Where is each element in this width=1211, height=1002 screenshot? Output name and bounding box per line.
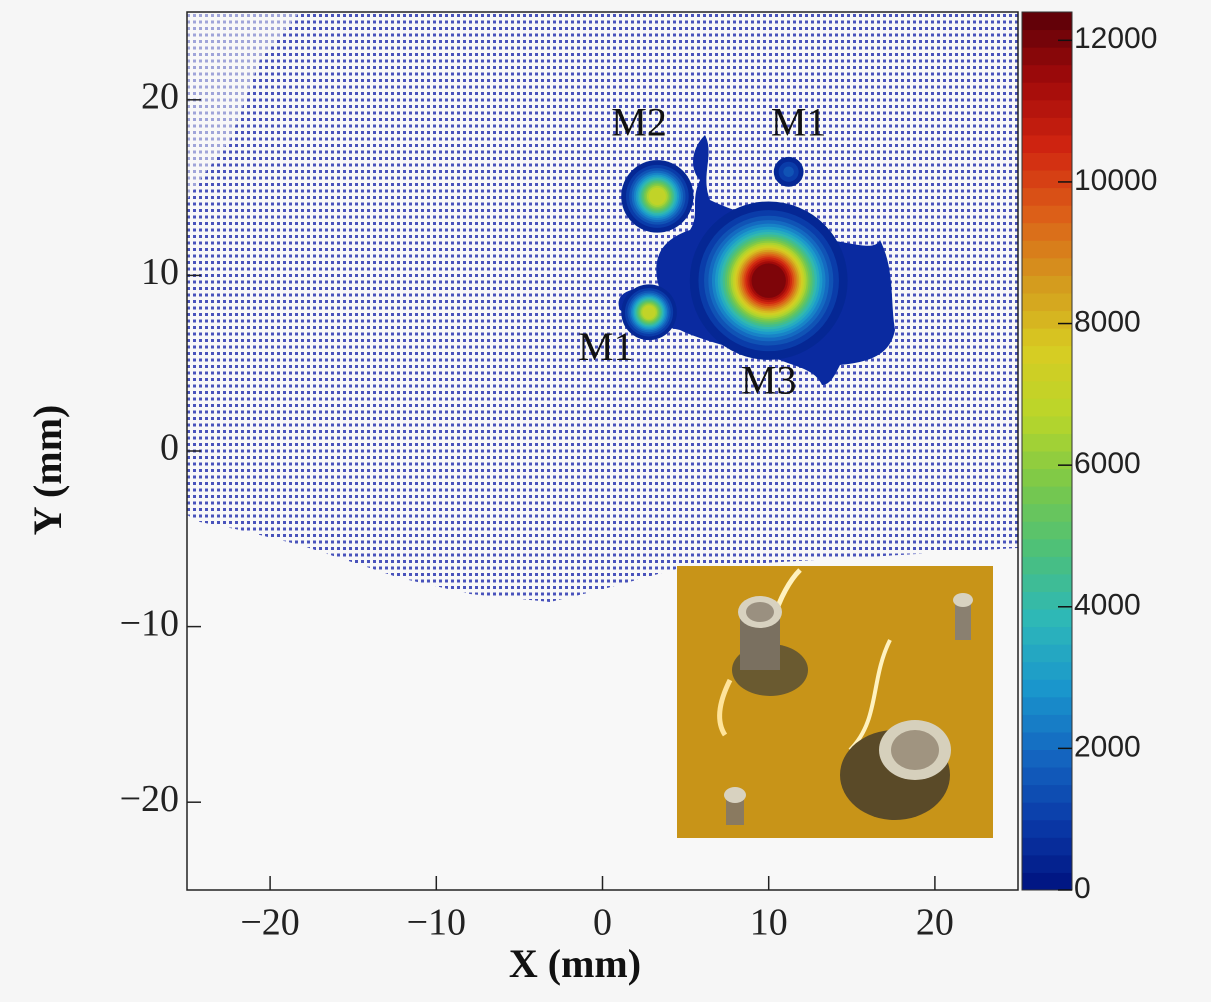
colorbar-band xyxy=(1022,433,1072,452)
colorbar-band xyxy=(1022,538,1072,557)
y-tick-label: 10 xyxy=(141,251,179,293)
colorbar-band xyxy=(1022,240,1072,259)
colorbar: 0 2000 4000 6000 8000 10000 12000 xyxy=(1021,11,1157,905)
colorbar-band xyxy=(1022,731,1072,751)
colorbar-band xyxy=(1022,187,1072,206)
colorbar-band xyxy=(1022,257,1072,276)
colorbar-band xyxy=(1022,556,1072,575)
colorbar-band xyxy=(1022,784,1072,803)
colorbar-tick-label: 4000 xyxy=(1074,589,1141,622)
colorbar-band xyxy=(1022,644,1072,663)
inset-photo-details xyxy=(717,568,973,825)
annotation: M2 xyxy=(611,99,667,144)
annotation: M3 xyxy=(741,357,797,402)
colorbar-tick-label: 2000 xyxy=(1074,730,1141,763)
colorbar-tick-label: 10000 xyxy=(1074,164,1157,197)
colorbar-band xyxy=(1022,802,1072,821)
colorbar-tick-label: 12000 xyxy=(1074,22,1157,55)
colorbar-band xyxy=(1022,714,1072,733)
colorbar-band xyxy=(1022,328,1072,347)
colorbar-band xyxy=(1022,468,1072,487)
colorbar-band xyxy=(1022,345,1072,364)
x-tick-label: 10 xyxy=(750,902,788,944)
colorbar-band xyxy=(1022,503,1072,522)
colorbar-band xyxy=(1022,47,1072,66)
colorbar-band xyxy=(1022,134,1072,153)
annotation: M1 xyxy=(771,99,827,144)
peak-contour xyxy=(783,166,794,178)
colorbar-band xyxy=(1022,696,1072,715)
y-tick-label: 0 xyxy=(160,427,179,469)
colorbar-band xyxy=(1022,767,1072,786)
peaks-layer xyxy=(621,156,848,360)
colorbar-band xyxy=(1022,626,1072,645)
colorbar-band xyxy=(1022,609,1072,628)
y-axis-label: Y (mm) xyxy=(25,405,70,536)
sparse-region xyxy=(187,12,300,200)
colorbar-band xyxy=(1022,661,1072,680)
y-tick-label: −20 xyxy=(120,778,179,820)
colorbar-band xyxy=(1022,521,1072,540)
colorbar-band xyxy=(1022,12,1072,31)
colorbar-band xyxy=(1022,363,1072,382)
colorbar-band xyxy=(1022,749,1072,768)
colorbar-band xyxy=(1022,292,1072,312)
colorbar-band xyxy=(1022,222,1072,241)
colorbar-band xyxy=(1022,29,1072,48)
peak-contour xyxy=(751,263,786,298)
colorbar-band xyxy=(1022,486,1072,505)
colorbar-band xyxy=(1022,837,1072,856)
colorbar-tick-label: 6000 xyxy=(1074,447,1141,480)
colorbar-band xyxy=(1022,99,1072,118)
y-tick-label: −10 xyxy=(120,602,179,644)
colorbar-band xyxy=(1022,819,1072,838)
colorbar-band xyxy=(1022,152,1072,171)
x-tick-label: −10 xyxy=(407,902,466,944)
colorbar-band xyxy=(1022,415,1072,434)
colorbar-band xyxy=(1022,398,1072,417)
colorbar-band xyxy=(1022,117,1072,136)
colorbar-band xyxy=(1022,854,1072,873)
colorbar-tick-label: 0 xyxy=(1074,872,1091,905)
colorbar-band xyxy=(1022,310,1072,329)
colorbar-band xyxy=(1022,82,1072,101)
annotation: M1 xyxy=(578,324,634,369)
x-tick-label: −20 xyxy=(240,902,299,944)
inset-photo xyxy=(677,566,993,838)
colorbar-band xyxy=(1022,872,1072,891)
colorbar-band xyxy=(1022,451,1072,470)
low-count-region xyxy=(187,12,1018,602)
x-tick-label: 20 xyxy=(916,902,954,944)
x-tick-label: 0 xyxy=(593,902,612,944)
colorbar-band xyxy=(1022,170,1072,189)
background-counts xyxy=(187,12,1018,602)
colorbar-band xyxy=(1022,275,1072,294)
peak-contour xyxy=(642,305,656,319)
colorbar-frame xyxy=(1021,11,1073,891)
peak-contour xyxy=(648,187,666,206)
colorbar-band xyxy=(1022,205,1072,224)
colorbar-band xyxy=(1022,380,1072,399)
colorbar-band xyxy=(1022,679,1072,698)
colorbar-band xyxy=(1022,64,1072,83)
colorbar-tick-label: 8000 xyxy=(1074,305,1141,338)
colorbar-band xyxy=(1022,591,1072,610)
x-axis-label: X (mm) xyxy=(509,941,641,986)
y-tick-label: 20 xyxy=(141,76,179,118)
colorbar-band xyxy=(1022,573,1072,592)
